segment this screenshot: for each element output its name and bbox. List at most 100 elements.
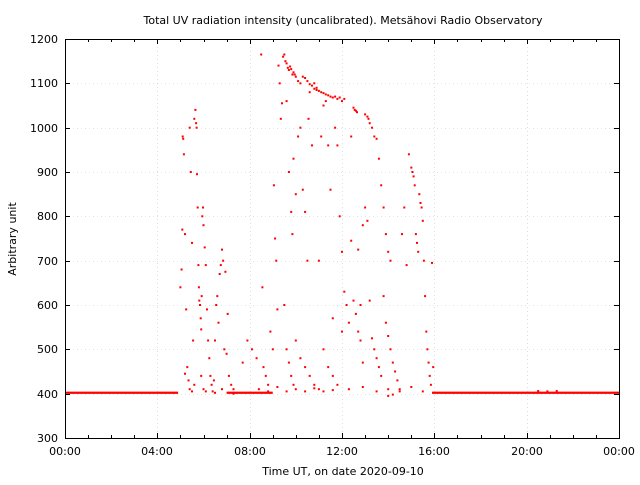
data-point — [391, 393, 394, 396]
data-point — [327, 144, 330, 147]
data-point — [394, 370, 397, 373]
chart-title: Total UV radiation intensity (uncalibrat… — [143, 14, 543, 27]
data-point — [215, 304, 218, 306]
data-point — [193, 117, 196, 120]
data-point — [417, 250, 420, 253]
data-point — [418, 193, 421, 196]
data-point — [285, 390, 288, 393]
data-point — [359, 304, 362, 306]
data-point — [287, 171, 290, 173]
data-point — [403, 206, 406, 209]
x-tick-labels: 00:00 04:00 08:00 12:00 16:00 20:00 00:00 — [49, 445, 635, 458]
data-point — [181, 228, 184, 231]
data-point — [206, 308, 208, 311]
data-point — [225, 352, 228, 355]
data-point — [304, 77, 307, 79]
data-point — [294, 75, 297, 78]
data-point — [200, 374, 203, 377]
grid-lines — [65, 39, 619, 438]
data-point — [419, 202, 422, 204]
data-point — [255, 357, 258, 360]
data-point — [308, 91, 311, 94]
data-point — [290, 210, 293, 213]
data-point — [322, 348, 325, 351]
data-point — [317, 388, 320, 391]
data-point — [181, 135, 184, 138]
data-point — [338, 215, 341, 218]
data-point — [387, 394, 390, 397]
data-point — [354, 109, 357, 112]
data-point — [200, 295, 203, 298]
data-point — [387, 388, 390, 391]
data-point — [347, 388, 350, 391]
data-point — [329, 95, 332, 98]
data-point — [218, 273, 221, 275]
axis-ticks — [65, 39, 620, 439]
data-point — [322, 390, 325, 393]
data-point — [188, 126, 191, 129]
data-point — [283, 53, 286, 56]
data-point — [341, 100, 343, 103]
data-point — [380, 184, 383, 187]
data-point — [308, 374, 311, 377]
data-point — [334, 126, 337, 129]
x-tick-label: 00:00 — [49, 445, 81, 458]
data-point — [307, 117, 310, 120]
data-point — [204, 390, 207, 393]
data-point — [320, 91, 323, 94]
data-point — [308, 83, 311, 86]
data-point — [267, 390, 270, 393]
data-point — [292, 71, 295, 74]
data-point — [219, 264, 222, 267]
data-point — [375, 390, 378, 393]
data-point — [196, 173, 198, 176]
data-point — [431, 261, 433, 264]
data-point — [368, 122, 371, 125]
data-point — [367, 117, 370, 120]
data-point — [294, 339, 297, 342]
data-point — [391, 361, 394, 364]
data-point — [209, 374, 212, 377]
y-tick-labels: 300 400 500 600 700 800 900 1000 1100 1200 — [30, 33, 58, 445]
data-point — [232, 392, 235, 395]
data-point — [317, 89, 320, 92]
data-point — [313, 387, 316, 390]
data-point — [232, 388, 235, 391]
data-point — [414, 233, 417, 236]
data-point — [185, 308, 188, 311]
data-point — [179, 286, 182, 289]
data-point — [264, 374, 267, 377]
data-point — [345, 304, 348, 306]
data-point — [271, 348, 274, 351]
data-point — [327, 94, 330, 97]
data-point — [352, 106, 355, 109]
data-point — [373, 348, 376, 351]
data-point — [223, 348, 226, 351]
data-point — [315, 89, 318, 91]
data-point — [195, 126, 198, 129]
data-point — [421, 390, 424, 393]
data-point — [315, 86, 318, 89]
data-point — [384, 233, 387, 236]
data-point — [226, 312, 229, 315]
data-point — [194, 108, 197, 111]
data-point — [251, 348, 253, 351]
x-tick-label: 20:00 — [511, 445, 543, 458]
data-point — [306, 259, 309, 262]
data-point — [202, 206, 204, 209]
data-point — [407, 153, 410, 156]
data-point — [373, 135, 376, 138]
data-point — [555, 390, 558, 392]
data-point — [257, 388, 260, 391]
data-point — [338, 96, 341, 99]
data-point — [260, 53, 263, 56]
data-point — [331, 96, 334, 99]
data-point — [361, 361, 364, 364]
data-point — [204, 264, 207, 267]
data-point — [180, 268, 183, 271]
data-point — [186, 366, 189, 369]
data-point — [413, 184, 416, 187]
data-point — [198, 299, 201, 302]
data-point — [428, 374, 431, 377]
data-point — [377, 157, 380, 160]
